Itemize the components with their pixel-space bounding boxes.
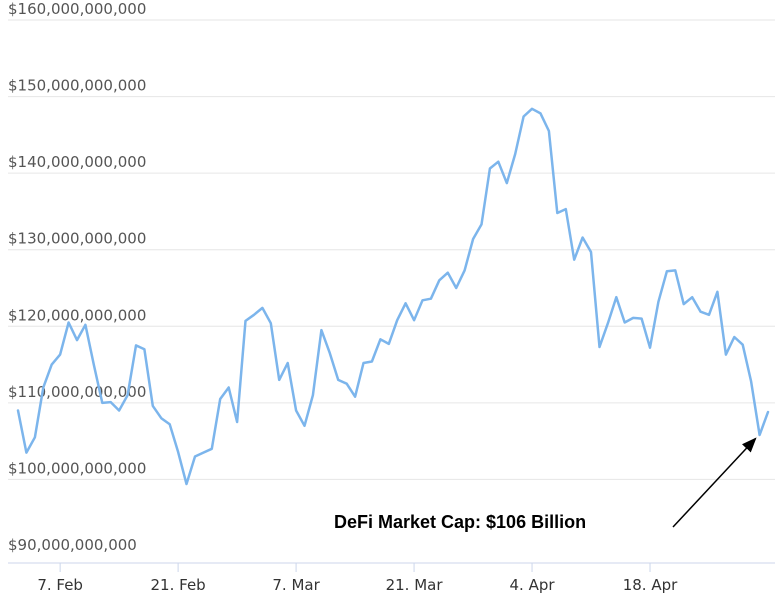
annotation-arrow <box>672 437 757 528</box>
gridlines <box>8 19 775 480</box>
y-axis: $160,000,000,000 $150,000,000,000 $140,000… <box>8 0 146 554</box>
y-tick-label: $120,000,000,000 <box>8 306 146 324</box>
x-tick-label: 21. Feb <box>151 576 206 594</box>
x-tick-label: 7. Feb <box>37 576 83 594</box>
series-line <box>16 107 770 486</box>
y-tick-label: $90,000,000,000 <box>8 536 137 554</box>
x-tick-label: 21. Mar <box>386 576 444 594</box>
annotation-label: DeFi Market Cap: $106 Billion <box>334 512 586 532</box>
y-tick-label: $130,000,000,000 <box>8 230 146 248</box>
x-tick-label: 7. Mar <box>272 576 320 594</box>
x-tick-label: 4. Apr <box>510 576 556 594</box>
x-axis: 7. Feb 21. Feb 7. Mar 21. Mar 4. Apr 18. Apr <box>37 563 678 594</box>
x-tick-label: 18. Apr <box>623 576 678 594</box>
series-group <box>16 107 770 486</box>
y-tick-label: $100,000,000,000 <box>8 459 146 477</box>
y-tick-label: $160,000,000,000 <box>8 0 146 18</box>
y-tick-label: $140,000,000,000 <box>8 153 146 171</box>
y-tick-label: $150,000,000,000 <box>8 77 146 95</box>
annotation-group: DeFi Market Cap: $106 Billion <box>334 437 757 532</box>
